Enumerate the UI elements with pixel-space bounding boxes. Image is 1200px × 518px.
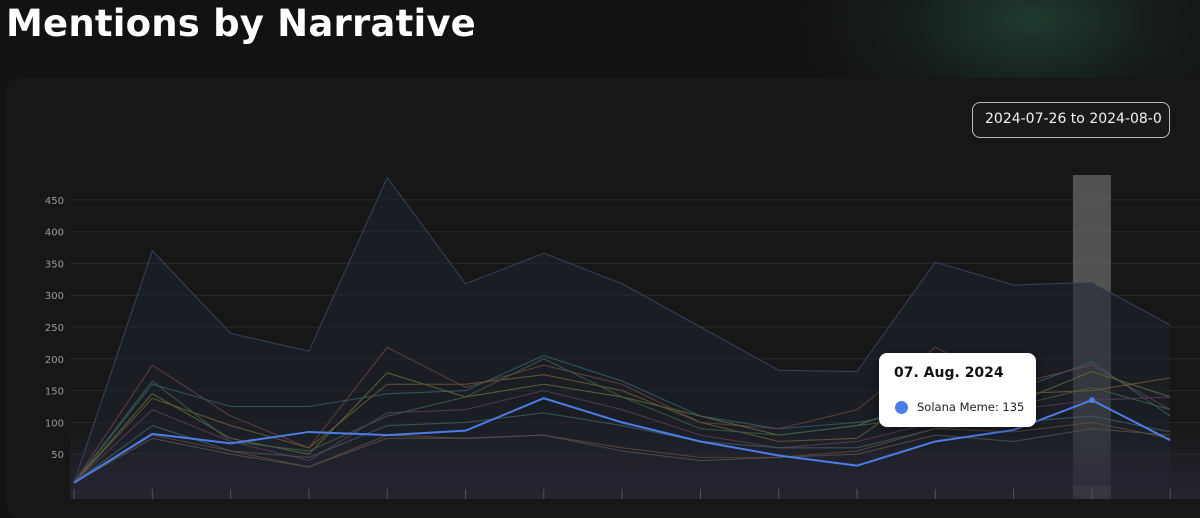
page-title: Mentions by Narrative [6, 2, 476, 45]
baseline-fade [70, 420, 1200, 499]
y-tick-label: 200 [45, 355, 64, 366]
y-tick-label: 50 [51, 450, 64, 461]
tooltip-date: 07. Aug. 2024 [894, 365, 1004, 381]
date-range-button[interactable]: 2024-07-26 to 2024-08-0 [972, 102, 1170, 138]
y-tick-label: 100 [45, 418, 64, 429]
chart-tooltip: 07. Aug. 2024 Solana Meme: 135 [879, 353, 1036, 427]
series-line-solana-meme [73, 397, 1171, 484]
y-tick-label: 450 [45, 196, 64, 207]
tooltip-series-dot [895, 401, 908, 414]
y-tick-label: 350 [45, 259, 64, 270]
series-line [73, 176, 1171, 483]
y-tick-label: 250 [45, 323, 64, 334]
y-tick-label: 400 [45, 228, 64, 239]
hover-point [1088, 397, 1095, 404]
y-tick-label: 300 [45, 291, 64, 302]
y-tick-label: 150 [45, 387, 64, 398]
tooltip-value: Solana Meme: 135 [917, 400, 1025, 414]
series-line [73, 421, 1171, 484]
series-line [73, 428, 1171, 484]
